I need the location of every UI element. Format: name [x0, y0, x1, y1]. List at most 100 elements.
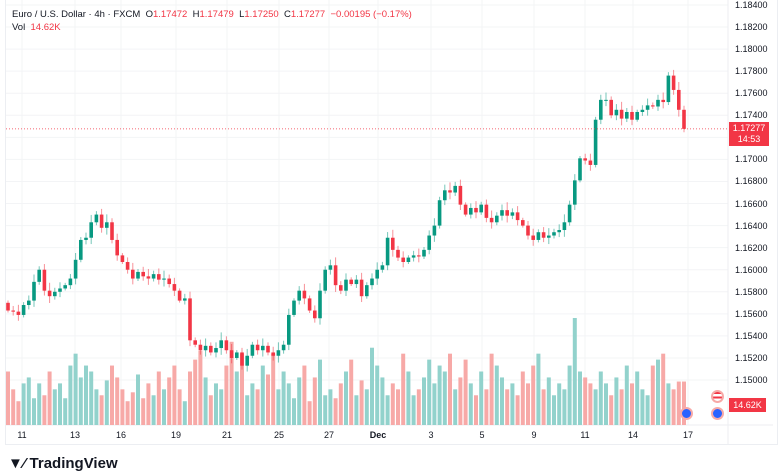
candle-body	[380, 265, 385, 270]
volume-bar	[198, 350, 203, 425]
candle-body	[240, 352, 244, 366]
date-tick: 11	[580, 430, 590, 440]
tradingview-logo[interactable]: ▼⁄ TradingView	[8, 455, 118, 472]
candle-body	[151, 274, 156, 279]
candle-body	[411, 255, 416, 258]
volume-bar	[650, 365, 655, 425]
candle-body	[427, 235, 431, 250]
date-tick: 19	[170, 430, 182, 440]
candle-body	[79, 239, 83, 260]
volume-bar	[63, 398, 68, 425]
eu-flag-event-icon[interactable]	[711, 407, 724, 420]
candle-body	[125, 261, 130, 270]
volume-bar	[359, 380, 364, 425]
candle-body	[146, 276, 151, 279]
volume-bar	[624, 365, 629, 425]
candle-body	[474, 207, 478, 213]
volume-bar	[323, 395, 328, 425]
candle-body	[656, 99, 660, 107]
date-tick: 9	[531, 430, 537, 440]
candle-body	[344, 279, 348, 291]
candle-body	[245, 355, 249, 366]
volume-bar	[136, 374, 140, 425]
candle-body	[323, 269, 327, 291]
candle-body	[510, 212, 515, 216]
candle-body	[157, 274, 161, 280]
candle-body	[193, 340, 197, 345]
candle-body	[541, 232, 546, 238]
volume-bar	[370, 347, 374, 425]
volume-bar	[552, 395, 556, 425]
volume-bar	[286, 383, 291, 425]
candle-body	[396, 249, 400, 258]
candle-body	[531, 235, 535, 240]
candle-body	[63, 285, 67, 289]
candle-body	[588, 160, 593, 165]
candle-body	[583, 158, 587, 161]
candle-body	[287, 314, 291, 345]
candle-body	[297, 290, 301, 301]
eu-flag-event-icon[interactable]	[680, 407, 693, 420]
date-tick: 17	[682, 430, 694, 440]
volume-bar	[562, 389, 567, 425]
price-tick: 1.18000	[735, 44, 768, 55]
candle-body	[318, 290, 322, 319]
candle-body	[500, 210, 504, 216]
candle-body	[94, 214, 99, 223]
volume-bar	[593, 389, 598, 425]
candle-body	[266, 345, 270, 353]
volume-bar	[73, 353, 78, 425]
date-tick: 25	[273, 430, 285, 440]
us-flag-event-icon[interactable]	[711, 390, 724, 403]
candle-body	[635, 111, 639, 120]
current-volume-label: 14.62K	[729, 398, 766, 412]
candle-body	[6, 302, 10, 311]
volume-bar	[214, 383, 218, 425]
price-tick: 1.15200	[735, 352, 768, 363]
volume-bar	[6, 371, 10, 425]
candle-body	[167, 278, 171, 285]
date-tick: 14	[627, 430, 639, 440]
close-label: C	[284, 9, 291, 20]
volume-bar	[188, 371, 192, 425]
volume-bar	[536, 353, 541, 425]
candlestick-chart[interactable]	[0, 0, 780, 445]
candle-body	[53, 291, 57, 297]
volume-bar	[162, 389, 166, 425]
candle-body	[214, 348, 218, 353]
volume-bar	[479, 371, 484, 425]
volume-bar	[666, 383, 671, 425]
volume-legend: Vol 14.62K	[12, 22, 61, 33]
volume-bar	[656, 359, 660, 425]
candle-body	[625, 111, 629, 119]
date-tick: 27	[323, 430, 335, 440]
candle-body	[385, 237, 390, 266]
candle-body	[458, 185, 463, 205]
candle-body	[16, 311, 21, 315]
date-tick: 3	[428, 430, 434, 440]
candle-body	[276, 350, 281, 356]
volume-bar	[58, 383, 62, 425]
brand-name: TradingView	[29, 455, 118, 472]
candle-body	[417, 255, 421, 257]
price-tick: 1.15400	[735, 330, 768, 341]
date-tick: 21	[221, 430, 233, 440]
price-tick: 1.16000	[735, 264, 768, 275]
volume-bar	[78, 377, 83, 425]
volume-bar	[453, 389, 458, 425]
volume-bar	[224, 365, 229, 425]
volume-bar	[604, 383, 608, 425]
volume-bar	[541, 389, 546, 425]
candle-body	[42, 269, 47, 291]
candle-body	[437, 200, 442, 226]
candle-body	[578, 158, 582, 181]
candle-body	[463, 204, 468, 215]
candle-body	[521, 220, 525, 226]
candle-body	[651, 105, 655, 107]
change-value: −0.00195 (−0.17%)	[330, 9, 412, 20]
candle-body	[84, 237, 88, 240]
candle-body	[645, 105, 650, 110]
volume-bar	[156, 371, 161, 425]
volume-bar	[271, 353, 276, 425]
volume-bar	[494, 365, 499, 425]
